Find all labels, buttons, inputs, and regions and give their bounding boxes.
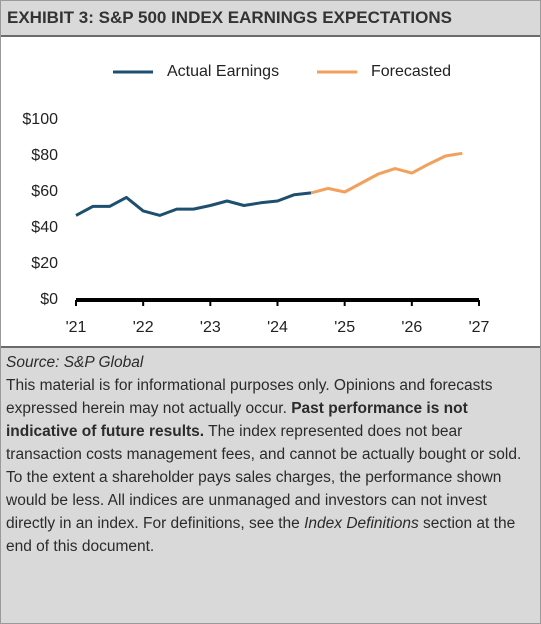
x-tick-label: '26 xyxy=(401,319,422,336)
y-tick-label: $60 xyxy=(31,183,58,200)
x-tick-label: '24 xyxy=(267,319,288,336)
note-text: section at the end of this document. xyxy=(6,515,516,555)
note-text: The index represented does not bear tran… xyxy=(6,423,522,532)
y-tick-label: $40 xyxy=(31,219,58,236)
x-tick-label: '22 xyxy=(133,319,154,336)
series-line xyxy=(310,151,463,195)
x-tick-label: '25 xyxy=(334,319,355,336)
y-tick-label: $80 xyxy=(31,147,58,164)
exhibit-title: EXHIBIT 3: S&P 500 INDEX EARNINGS EXPECT… xyxy=(1,1,540,37)
y-tick-label: $20 xyxy=(31,255,58,272)
series-line xyxy=(75,191,312,217)
footnote: Source: S&P Global This material is for … xyxy=(1,346,540,623)
note-italic: Index Definitions xyxy=(304,515,419,532)
legend-label: Actual Earnings xyxy=(167,63,279,80)
source: Source: S&P Global xyxy=(6,354,144,371)
chart: $0 $20 $40 $60 $80 $100 '21 '22 '23 '24 '25 '26 '27 A… xyxy=(22,63,490,336)
disclaimer: This material is for informational purpo… xyxy=(6,374,535,558)
note-bold: Past performance is not indicative of fu… xyxy=(6,400,468,440)
legend-label: Forecasted xyxy=(371,63,451,80)
y-tick-label: $100 xyxy=(22,111,58,128)
note-text: This material is for informational purpo… xyxy=(6,377,493,417)
x-tick-label: '21 xyxy=(66,319,87,336)
x-tick-label: '23 xyxy=(200,319,221,336)
x-tick-label: '27 xyxy=(469,319,490,336)
y-tick-label: $0 xyxy=(40,291,58,308)
